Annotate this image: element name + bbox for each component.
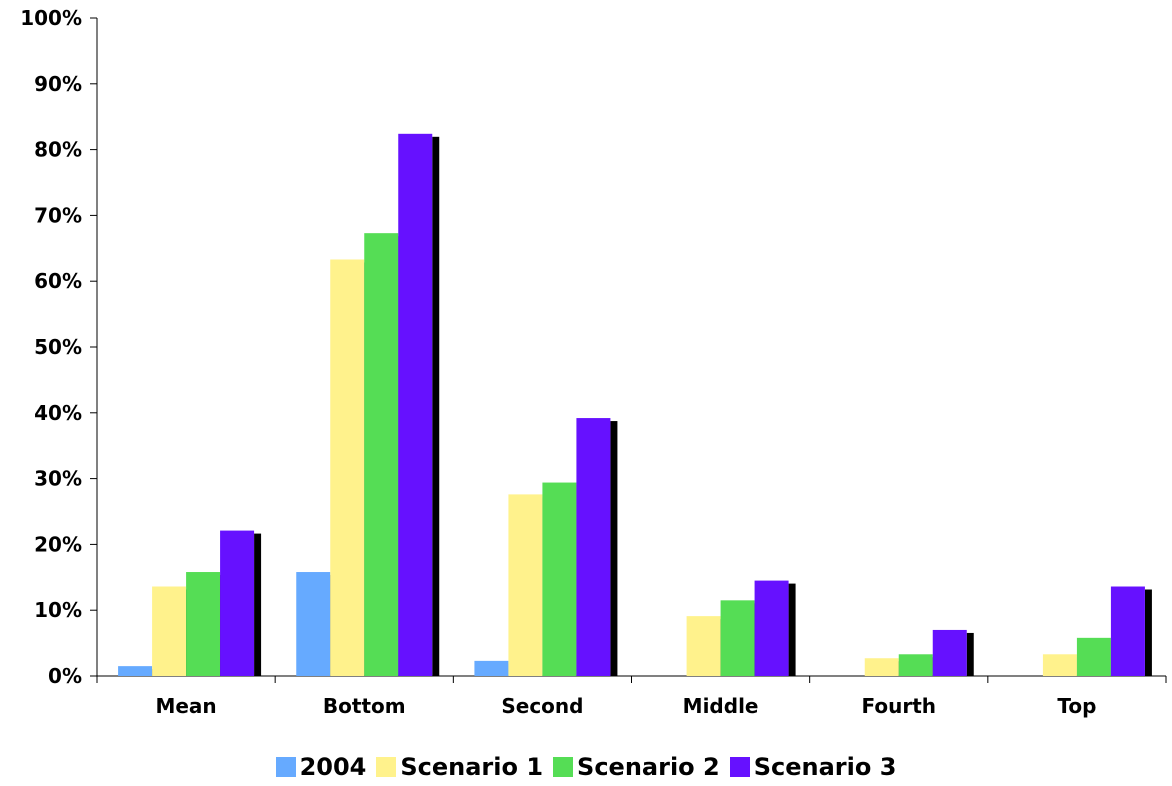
bar xyxy=(720,600,755,676)
x-tick-label: Bottom xyxy=(323,694,406,718)
x-tick-label: Top xyxy=(1057,694,1096,718)
bar xyxy=(898,654,933,676)
x-tick-label: Second xyxy=(501,694,583,718)
bar-shadow xyxy=(432,136,440,677)
bar xyxy=(864,658,899,676)
bar-shadow xyxy=(610,421,618,676)
bar xyxy=(542,482,577,676)
bar xyxy=(152,586,187,676)
bar xyxy=(118,666,153,676)
bar xyxy=(576,418,611,676)
bar-shadow xyxy=(788,583,796,676)
y-tick-label: 80% xyxy=(34,138,82,162)
legend-item-scenario-2: Scenario 2 xyxy=(553,753,720,781)
y-tick-label: 90% xyxy=(34,72,82,96)
y-tick-label: 50% xyxy=(34,335,82,359)
bar xyxy=(474,660,509,676)
bar-shadow xyxy=(966,632,974,676)
bar xyxy=(1042,654,1077,676)
legend-label-scenario-1: Scenario 1 xyxy=(400,753,544,781)
bar-shadow xyxy=(254,533,262,676)
bar xyxy=(364,233,399,676)
bar xyxy=(932,629,967,676)
legend-label-scenario-3: Scenario 3 xyxy=(753,753,897,781)
legend-label-scenario-2: Scenario 2 xyxy=(577,753,720,781)
y-tick-label: 60% xyxy=(34,269,82,293)
bar xyxy=(220,530,255,676)
legend-item-2004: 2004 xyxy=(275,753,367,781)
bar xyxy=(754,580,789,676)
y-tick-label: 0% xyxy=(48,664,82,688)
bar-shadow xyxy=(1144,589,1152,676)
legend: 2004 Scenario 1 Scenario 2 Scenario 3 xyxy=(0,752,1172,782)
y-tick-label: 10% xyxy=(34,598,82,622)
y-tick-label: 70% xyxy=(34,203,82,227)
bar xyxy=(330,259,365,676)
x-tick-label: Middle xyxy=(683,694,759,718)
legend-swatch-scenario-2 xyxy=(553,757,574,777)
y-tick-label: 30% xyxy=(34,467,82,491)
legend-swatch-scenario-1 xyxy=(376,757,397,777)
x-tick-label: Mean xyxy=(155,694,216,718)
legend-label-2004: 2004 xyxy=(299,753,367,781)
y-tick-label: 100% xyxy=(20,6,82,30)
x-tick-label: Fourth xyxy=(862,694,937,718)
y-tick-label: 20% xyxy=(34,532,82,556)
legend-item-scenario-3: Scenario 3 xyxy=(729,753,897,781)
legend-swatch-scenario-3 xyxy=(729,757,750,777)
bar xyxy=(508,494,543,676)
legend-item-scenario-1: Scenario 1 xyxy=(376,753,543,781)
bar xyxy=(186,572,221,676)
bar xyxy=(296,572,331,676)
bar xyxy=(398,133,433,677)
bar xyxy=(1110,586,1145,676)
legend-swatch-2004 xyxy=(275,757,296,777)
bar xyxy=(686,616,721,676)
bar xyxy=(1076,637,1111,676)
y-tick-label: 40% xyxy=(34,401,82,425)
